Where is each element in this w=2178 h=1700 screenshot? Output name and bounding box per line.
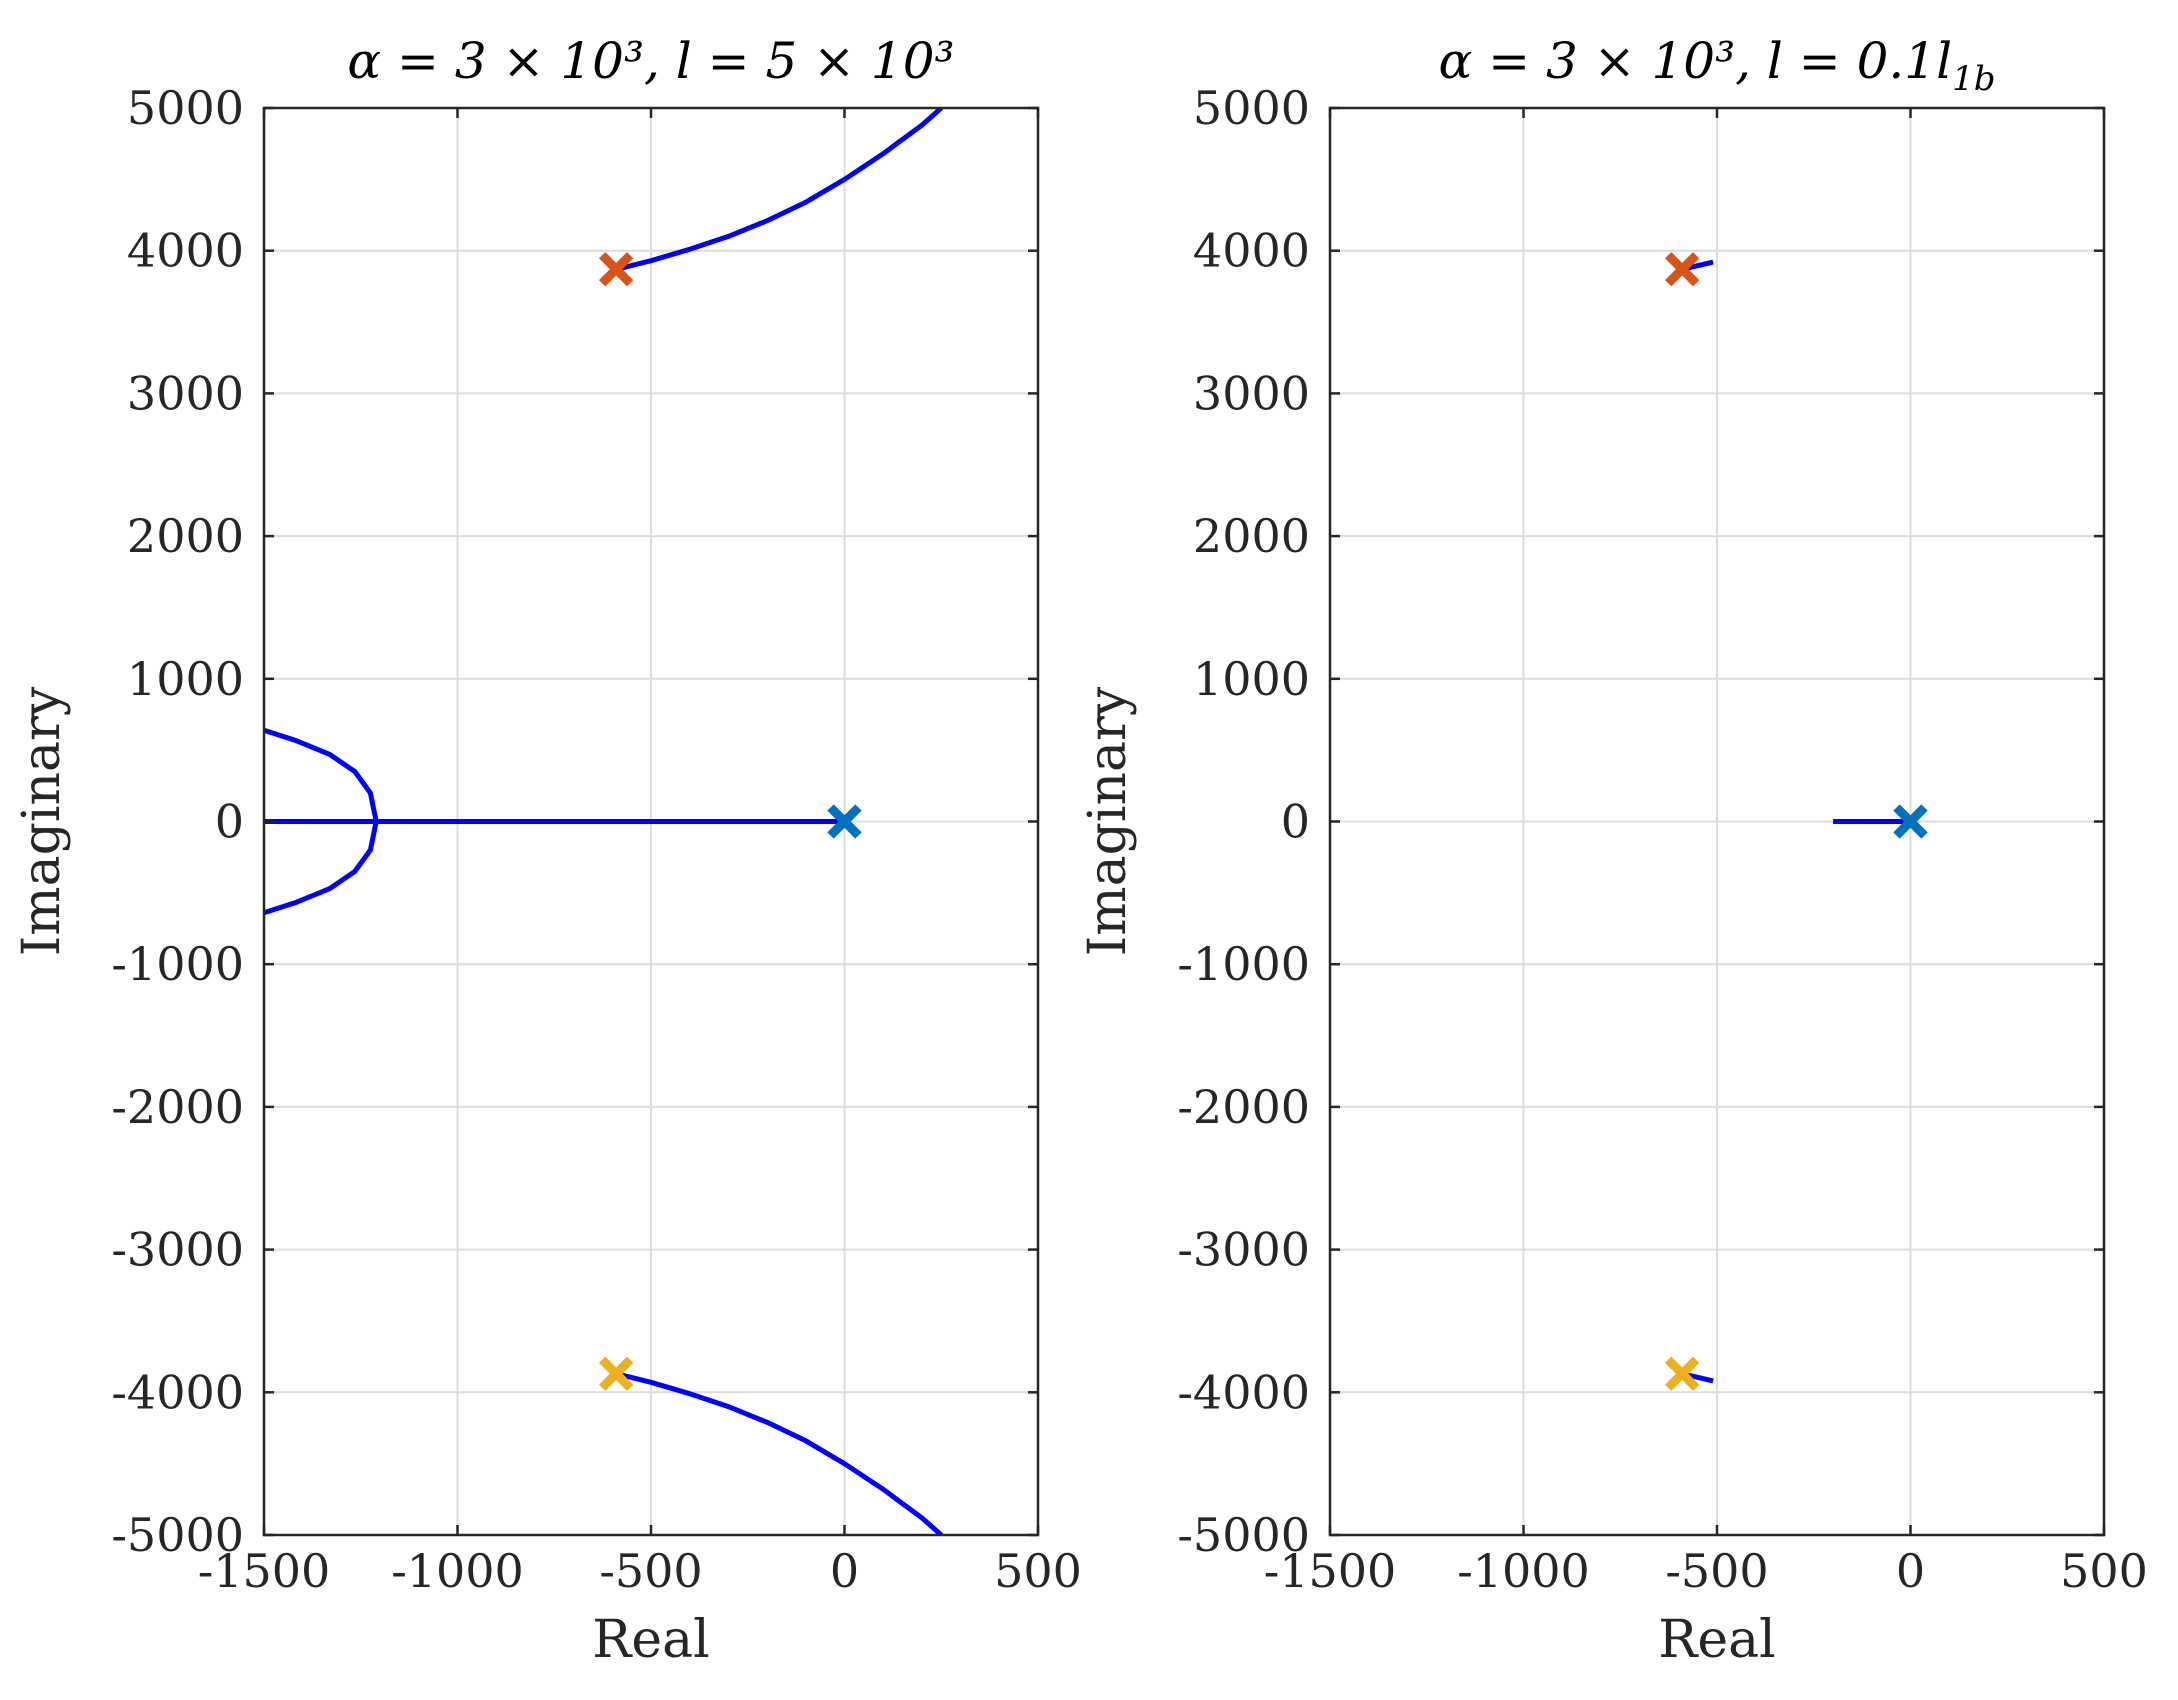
- y-tick-label: 2000: [127, 509, 244, 563]
- x-tick-label: -1500: [1264, 1544, 1397, 1598]
- y-tick-label: -1000: [1177, 937, 1310, 991]
- y-tick-label: 4000: [1193, 224, 1310, 278]
- y-tick-label: -3000: [1177, 1223, 1310, 1277]
- pole-lower-marker: [598, 1356, 634, 1391]
- y-tick-label: 0: [215, 795, 244, 849]
- x-tick-label: -1500: [198, 1544, 331, 1598]
- branch-upper: [615, 108, 943, 272]
- y-tick-label: -5000: [1177, 1508, 1310, 1562]
- branch-breakaway-lower: [264, 821, 379, 916]
- pole-upper-marker: [1664, 252, 1700, 287]
- branch-lower: [615, 1371, 943, 1535]
- pole-upper-marker: [598, 252, 634, 287]
- y-tick-label: -5000: [111, 1508, 244, 1562]
- locus-branches: [264, 108, 943, 1535]
- chart-title-main: α = 3 × 10³, l = 5 × 10³: [347, 32, 954, 90]
- y-tick-label: 3000: [127, 366, 244, 420]
- x-tick-label: 0: [830, 1544, 859, 1598]
- y-tick-label: -3000: [111, 1223, 244, 1277]
- x-axis-label: Real: [1658, 1610, 1776, 1670]
- y-tick-label: -2000: [1177, 1080, 1310, 1134]
- y-tick-label: -4000: [1177, 1365, 1310, 1419]
- x-axis-label: Real: [592, 1610, 710, 1670]
- x-tick-label: -1000: [1457, 1544, 1590, 1598]
- y-tick-label: 3000: [1193, 366, 1310, 420]
- left-root-locus-panel: -1500 -1000 -500 0 500-5000-4000-3000-2000-1…: [12, 32, 1082, 1670]
- x-tick-label: 500: [2060, 1544, 2148, 1598]
- y-tick-label: 0: [1281, 795, 1310, 849]
- pole-origin-marker: [1893, 804, 1928, 839]
- y-axis-label: Imaginary: [1078, 686, 1138, 956]
- y-tick-label: -4000: [111, 1365, 244, 1419]
- chart-title-main: α = 3 × 10³, l = 0.1l: [1439, 32, 1953, 90]
- pole-origin-marker: [827, 804, 862, 839]
- y-tick-label: -1000: [111, 937, 244, 991]
- y-tick-label: 5000: [1193, 81, 1310, 135]
- y-tick-label: 2000: [1193, 509, 1310, 563]
- y-tick-label: -2000: [111, 1080, 244, 1134]
- y-tick-label: 5000: [127, 81, 244, 135]
- x-tick-label: 0: [1896, 1544, 1925, 1598]
- x-tick-label: -500: [599, 1544, 702, 1598]
- chart-title: α = 3 × 10³, l = 0.1l1b: [1439, 32, 1996, 99]
- chart-title-subscript: 1b: [1952, 59, 1995, 99]
- x-tick-label: -1000: [391, 1544, 524, 1598]
- y-tick-label: 4000: [127, 224, 244, 278]
- chart-title: α = 3 × 10³, l = 5 × 10³: [347, 32, 954, 90]
- y-tick-label: 1000: [1193, 652, 1310, 706]
- branch-breakaway-upper: [264, 727, 379, 822]
- x-tick-label: -500: [1665, 1544, 1768, 1598]
- x-tick-label: 500: [994, 1544, 1082, 1598]
- y-axis-label: Imaginary: [12, 686, 72, 956]
- pole-lower-marker: [1664, 1356, 1700, 1391]
- y-tick-label: 1000: [127, 652, 244, 706]
- right-root-locus-panel: -1500 -1000 -500 0 500-5000-4000-3000-2000-1…: [1078, 32, 2148, 1670]
